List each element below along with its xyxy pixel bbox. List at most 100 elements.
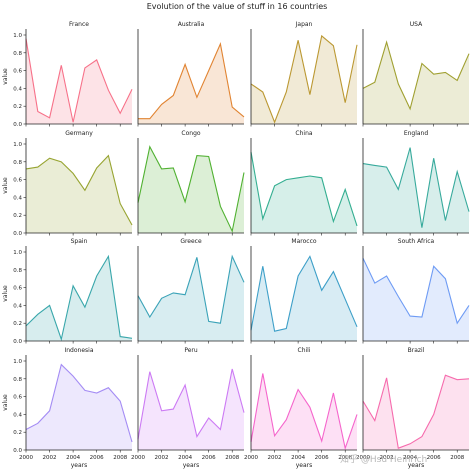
panel-greece: Greece [137, 238, 245, 344]
series-line [362, 40, 470, 111]
y-tick-label: 0.6 [13, 69, 22, 75]
area-fill [251, 373, 357, 450]
area-fill [251, 256, 357, 341]
series-line [25, 38, 133, 123]
area-fill [26, 155, 132, 233]
series-line [137, 368, 245, 440]
x-tick-label: 2002 [380, 455, 394, 461]
x-tick-label: 2000 [244, 455, 258, 461]
panel-congo: Congo [137, 130, 245, 236]
y-tick-label: 0.0 [13, 231, 22, 237]
panel-title: Peru [184, 347, 198, 354]
panels-grid: France 0.0 0.2 0.4 0.6 0.8 1.0 value Australia Ja… [2, 21, 470, 469]
y-tick-label: 0.2 [13, 213, 22, 219]
series-line [250, 34, 358, 124]
y-axis-label: value [2, 394, 9, 411]
x-tick-label: 2000 [356, 455, 370, 461]
y-tick-label: 1.0 [13, 250, 22, 256]
panel-title: South Africa [398, 238, 435, 245]
series-line [25, 254, 133, 342]
series-line [137, 254, 245, 324]
series-line [250, 151, 358, 227]
panel-south-africa: South Africa [362, 238, 470, 344]
x-tick-label: 2004 [291, 455, 305, 461]
panel-japan: Japan [250, 21, 358, 127]
panel-title: China [295, 130, 312, 137]
x-tick-label: 2008 [113, 455, 127, 461]
x-tick-label: 2002 [43, 455, 57, 461]
x-tick-label: 2008 [225, 455, 239, 461]
area-fill [138, 43, 244, 124]
x-tick-label: 2006 [315, 455, 329, 461]
area-fill [138, 146, 244, 233]
area-fill [26, 38, 132, 124]
y-tick-label: 0.4 [13, 412, 22, 418]
x-tick-label: 2004 [403, 455, 417, 461]
area-fill [251, 152, 357, 233]
panel-brazil: Brazil 2000 2002 2004 2006 2008 years [356, 347, 470, 469]
series-line [362, 147, 470, 228]
y-tick-label: 1.0 [13, 359, 22, 365]
y-tick-label: 0.0 [13, 339, 22, 345]
panel-title: Brazil [408, 347, 425, 354]
area-fill [26, 256, 132, 341]
y-tick-label: 0.0 [13, 448, 22, 454]
y-tick-label: 0.2 [13, 321, 22, 327]
panel-spain: Spain 0.0 0.2 0.4 0.6 0.8 1.0 value [2, 238, 133, 345]
y-tick-label: 0.0 [13, 122, 22, 128]
area-fill [363, 258, 469, 341]
x-tick-label: 2008 [338, 455, 352, 461]
area-fill [138, 256, 244, 341]
panel-title: Congo [181, 130, 200, 137]
y-tick-label: 0.8 [13, 377, 22, 383]
x-axis-label: years [183, 462, 200, 469]
watermark: 知乎 @Hsu Heinrich [340, 453, 427, 465]
y-tick-label: 0.8 [13, 51, 22, 57]
x-tick-label: 2002 [268, 455, 282, 461]
y-tick-label: 0.4 [13, 303, 22, 309]
panel-marocco: Marocco [250, 238, 358, 344]
panel-england: England [362, 130, 470, 236]
series-line [137, 145, 245, 233]
y-tick-label: 0.6 [13, 286, 22, 292]
panel-title: USA [410, 21, 423, 28]
panel-australia: Australia [137, 21, 245, 127]
area-fill [26, 364, 132, 450]
x-tick-label: 2006 [427, 455, 441, 461]
y-tick-label: 1.0 [13, 33, 22, 39]
panel-germany: Germany 0.0 0.2 0.4 0.6 0.8 1.0 value [2, 130, 133, 237]
panel-title: Indonesia [64, 347, 93, 354]
panel-title: Chili [298, 347, 311, 354]
panel-china: China [250, 130, 358, 236]
series-line [250, 255, 358, 332]
y-tick-label: 0.8 [13, 268, 22, 274]
y-tick-label: 0.4 [13, 86, 22, 92]
x-tick-label: 2002 [155, 455, 169, 461]
panel-title: Spain [71, 238, 88, 245]
panel-usa: USA [362, 21, 470, 127]
panel-chili: Chili 2000 2002 2004 2006 2008 years [244, 347, 358, 469]
x-tick-label: 2004 [66, 455, 80, 461]
area-fill [138, 369, 244, 450]
panel-title: Japan [295, 21, 313, 28]
panel-title: Germany [65, 130, 93, 137]
x-axis-label: years [71, 462, 88, 469]
x-tick-label: 2000 [19, 455, 33, 461]
y-axis-label: value [2, 177, 9, 194]
panel-indonesia: Indonesia 0.0 0.2 0.4 0.6 0.8 1.0 value 2000 2002… [2, 347, 133, 469]
series-line [250, 373, 358, 451]
panel-title: England [404, 130, 429, 137]
x-axis-label: years [408, 462, 425, 469]
y-tick-label: 0.8 [13, 160, 22, 166]
series-line [25, 154, 133, 226]
x-tick-label: 2006 [202, 455, 216, 461]
panel-title: Greece [180, 238, 202, 245]
y-tick-label: 0.6 [13, 395, 22, 401]
x-tick-label: 2004 [178, 455, 192, 461]
series-line [362, 374, 470, 449]
y-tick-label: 0.2 [13, 104, 22, 110]
y-tick-label: 1.0 [13, 142, 22, 148]
y-tick-label: 0.6 [13, 178, 22, 184]
x-tick-label: 2006 [90, 455, 104, 461]
